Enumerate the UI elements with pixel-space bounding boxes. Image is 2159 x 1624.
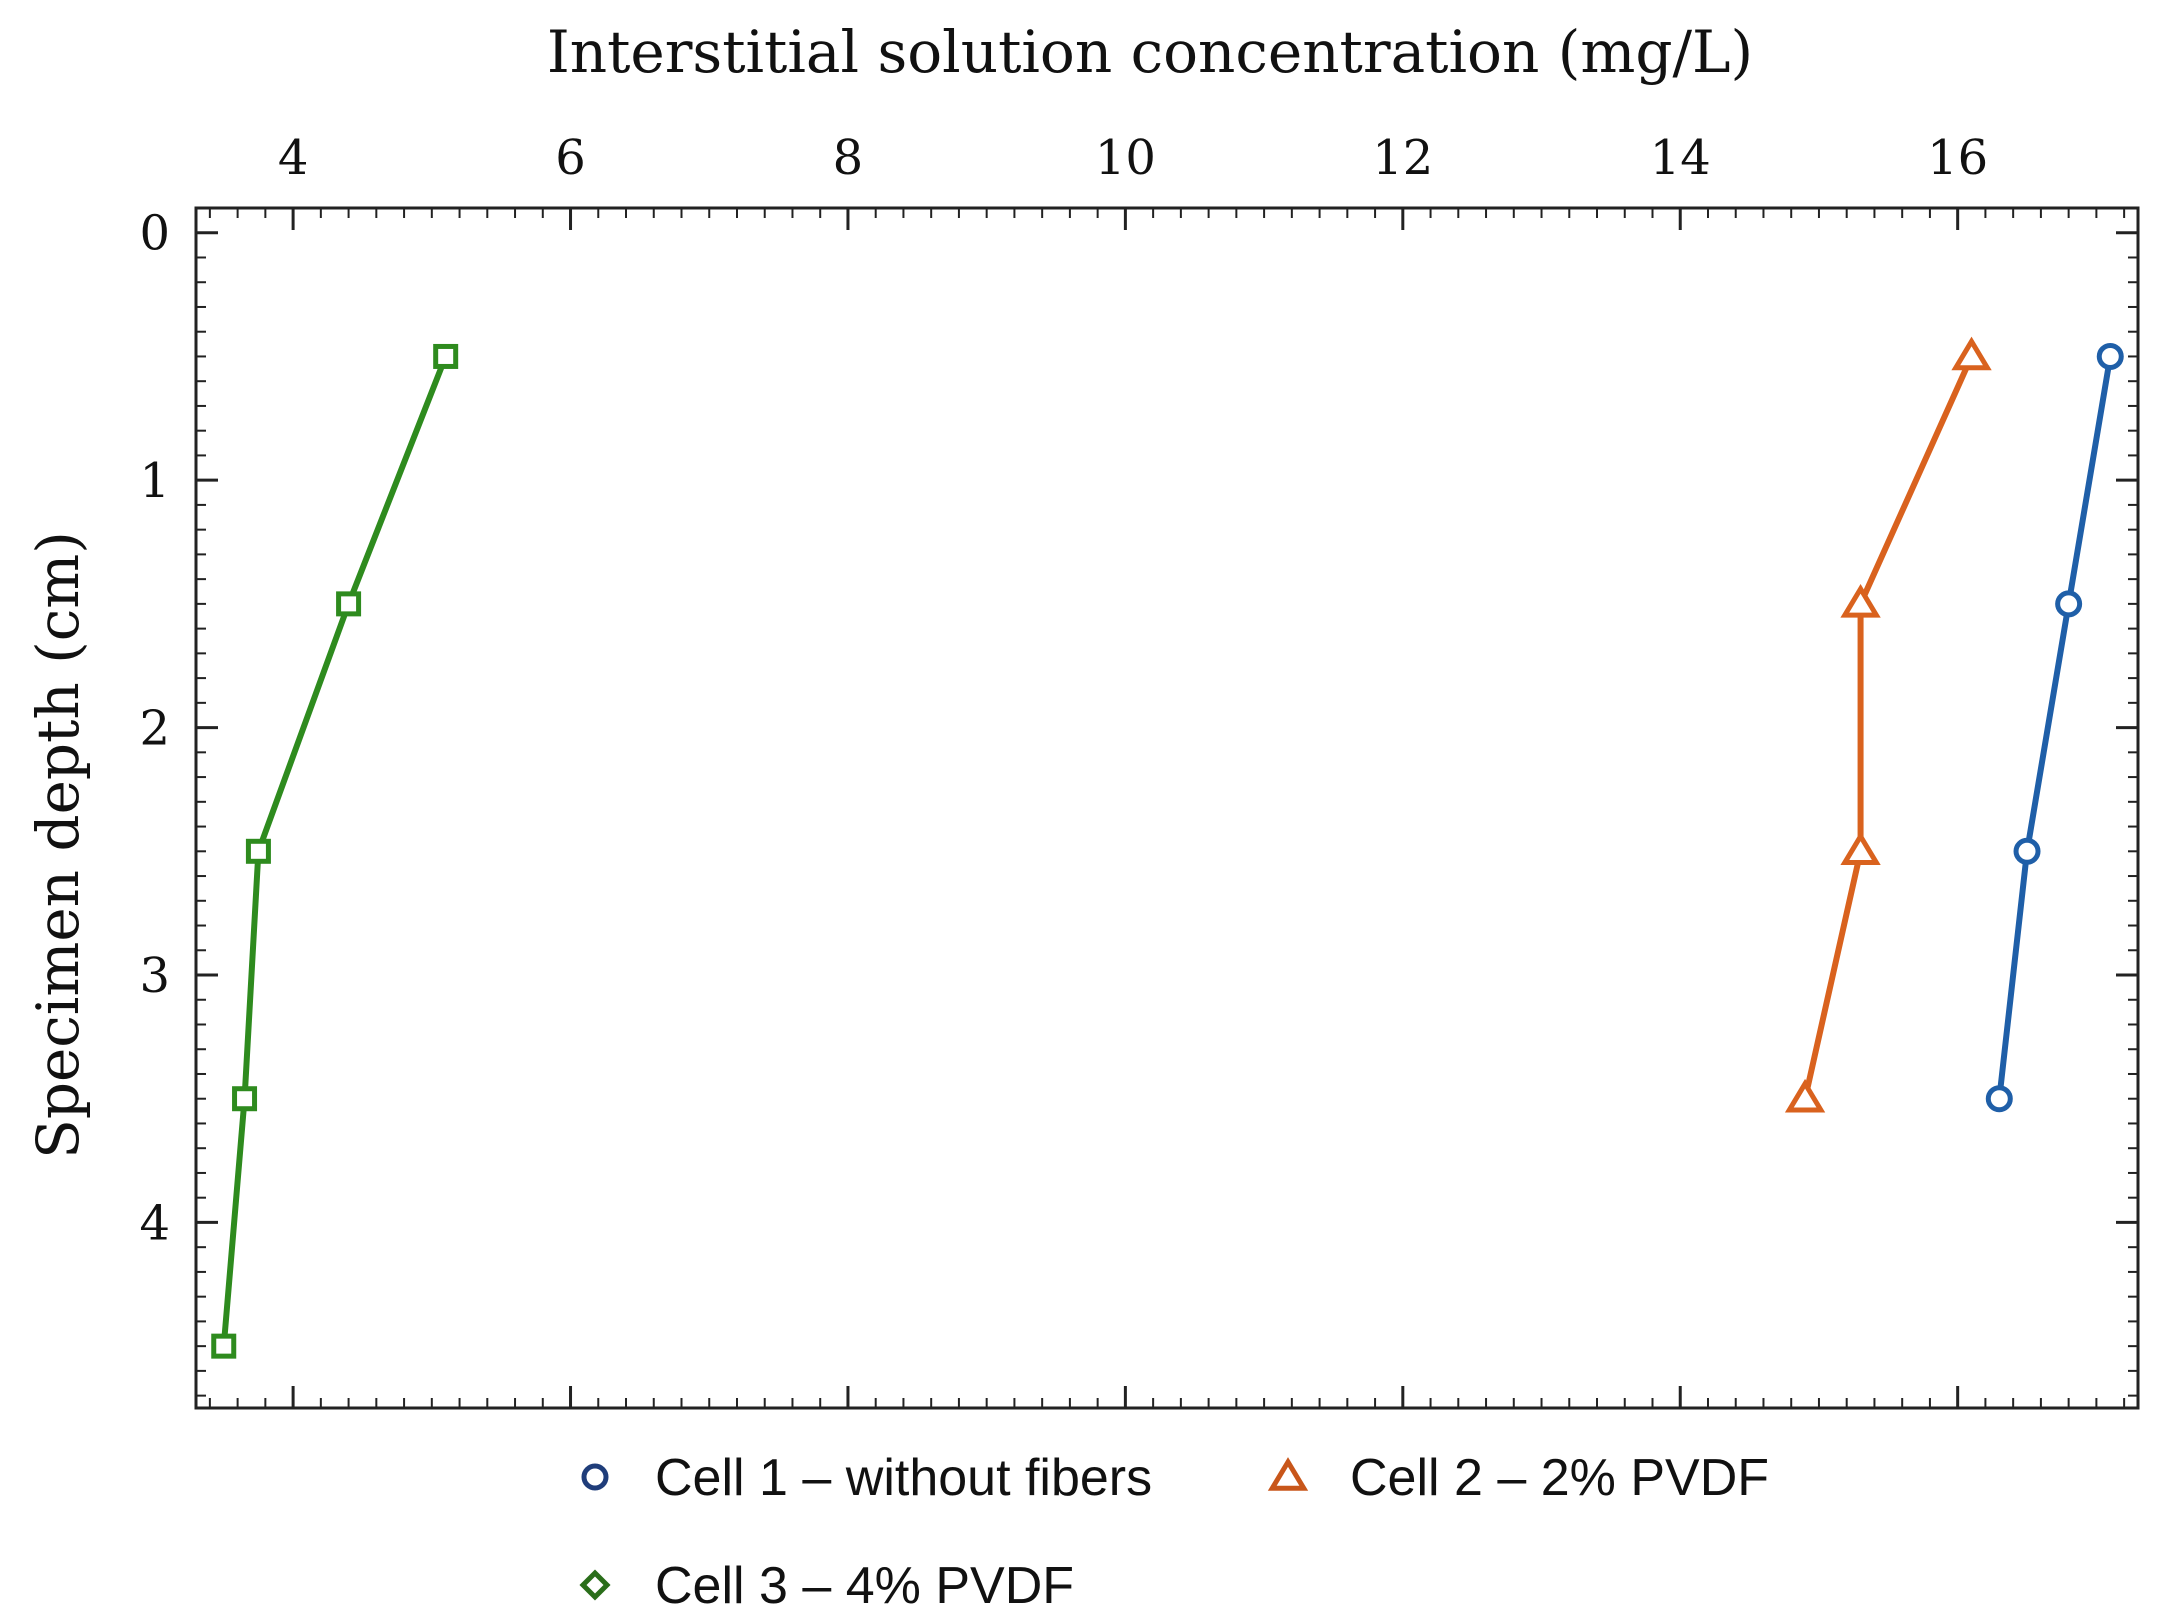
x-tick-label: 6 <box>555 130 586 186</box>
data-point-triangle <box>1840 831 1881 866</box>
legend-entry-3: Cell 3 – 4% PVDF <box>579 1557 1074 1615</box>
data-point-square <box>211 1333 237 1359</box>
data-point-square <box>433 343 459 369</box>
data-point-square <box>336 591 362 617</box>
legend-entry-1: Cell 1 – without fibers <box>581 1449 1152 1507</box>
data-point-square <box>232 1086 258 1112</box>
series-3 <box>211 343 459 1359</box>
x-tick-label: 16 <box>1927 130 1988 186</box>
series-2 <box>1784 336 1992 1113</box>
data-point-circle <box>2096 342 2124 370</box>
data-point-square <box>245 838 271 864</box>
x-tick-label: 8 <box>833 130 864 186</box>
legend-label: Cell 3 – 4% PVDF <box>655 1557 1074 1615</box>
y-axis-title: Specimen depth (cm) <box>24 531 92 1159</box>
y-tick-label: 4 <box>139 1195 170 1251</box>
data-point-triangle <box>1951 336 1992 371</box>
series-line <box>1802 353 1975 1102</box>
data-point-triangle <box>1784 1078 1826 1113</box>
x-tick-label: 10 <box>1095 130 1156 186</box>
x-tick-label: 14 <box>1650 130 1711 186</box>
data-point-triangle <box>1840 584 1881 618</box>
legend-marker-circle <box>581 1463 609 1491</box>
x-tick-label: 4 <box>278 130 309 186</box>
data-point-circle <box>1985 1085 2013 1113</box>
series-line <box>1996 353 2114 1102</box>
y-tick-label: 1 <box>139 453 170 509</box>
legend-label: Cell 2 – 2% PVDF <box>1350 1449 1769 1507</box>
legend: Cell 1 – without fibers Cell 2 – 2% PVDF C… <box>579 1449 1769 1615</box>
plot-frame <box>194 206 2140 1410</box>
y-tick-label: 2 <box>139 701 170 757</box>
plot-area <box>211 336 2124 1359</box>
x-tick-label: 12 <box>1372 130 1433 186</box>
x-axis-title: Interstitial solution concentration (mg/… <box>547 18 1753 86</box>
y-tick-label: 3 <box>139 948 170 1004</box>
y-tick-label: 0 <box>139 206 170 262</box>
data-point-circle <box>2055 590 2083 618</box>
legend-marker-triangle <box>1267 1457 1309 1491</box>
legend-entry-2: Cell 2 – 2% PVDF <box>1267 1449 1769 1507</box>
series-1 <box>1985 342 2124 1113</box>
legend-marker-diamond <box>579 1569 611 1601</box>
data-point-circle <box>2013 837 2041 865</box>
legend-label: Cell 1 – without fibers <box>655 1449 1152 1507</box>
